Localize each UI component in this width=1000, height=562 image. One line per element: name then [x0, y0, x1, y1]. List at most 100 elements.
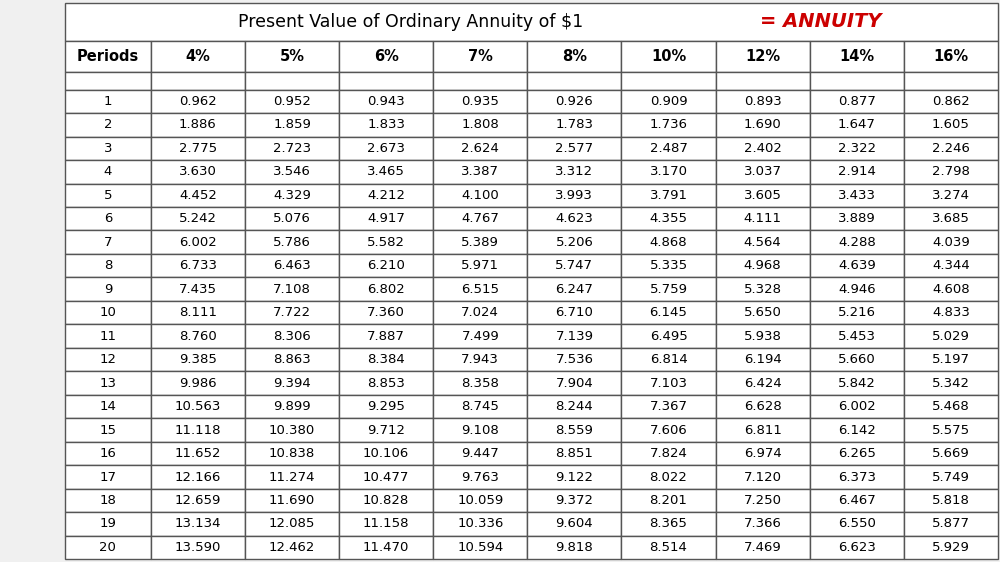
Text: 7.499: 7.499: [461, 330, 499, 343]
Text: 3.546: 3.546: [273, 165, 311, 178]
Bar: [810, 465, 904, 489]
Text: 5.242: 5.242: [179, 212, 217, 225]
Bar: [65, 371, 151, 395]
Bar: [65, 40, 151, 72]
Bar: [527, 72, 621, 89]
Text: 10.336: 10.336: [457, 518, 503, 531]
Text: 9.394: 9.394: [273, 377, 311, 389]
Bar: [716, 160, 810, 184]
Bar: [527, 278, 621, 301]
Text: 4.968: 4.968: [744, 259, 781, 272]
Bar: [245, 254, 339, 278]
Text: 0.962: 0.962: [179, 95, 217, 108]
Text: 10.477: 10.477: [363, 470, 409, 483]
Bar: [527, 113, 621, 137]
Bar: [433, 536, 527, 559]
Text: 6.424: 6.424: [744, 377, 782, 389]
Bar: [245, 301, 339, 324]
Text: 3.312: 3.312: [555, 165, 593, 178]
Text: 3.387: 3.387: [461, 165, 499, 178]
Bar: [810, 278, 904, 301]
Bar: [151, 465, 245, 489]
Bar: [527, 89, 621, 113]
Bar: [810, 536, 904, 559]
Bar: [716, 184, 810, 207]
Bar: [904, 465, 998, 489]
Text: 2: 2: [104, 119, 112, 132]
Text: 5.468: 5.468: [932, 400, 970, 413]
Text: 7.366: 7.366: [744, 518, 782, 531]
Bar: [245, 89, 339, 113]
Bar: [716, 254, 810, 278]
Bar: [339, 442, 433, 465]
Text: 7.536: 7.536: [555, 353, 593, 366]
Bar: [433, 324, 527, 348]
Text: 3.037: 3.037: [744, 165, 782, 178]
Text: 0.909: 0.909: [650, 95, 687, 108]
Bar: [621, 72, 716, 89]
Text: 19: 19: [99, 518, 116, 531]
Bar: [621, 278, 716, 301]
Text: 3.993: 3.993: [555, 189, 593, 202]
Bar: [339, 72, 433, 89]
Bar: [65, 254, 151, 278]
Bar: [151, 254, 245, 278]
Bar: [810, 160, 904, 184]
Text: 6.811: 6.811: [744, 424, 782, 437]
Bar: [151, 184, 245, 207]
Text: 5.197: 5.197: [932, 353, 970, 366]
Bar: [621, 113, 716, 137]
Text: 6.002: 6.002: [179, 235, 217, 249]
Bar: [904, 89, 998, 113]
Bar: [810, 301, 904, 324]
Bar: [151, 489, 245, 512]
Bar: [621, 254, 716, 278]
Text: 11.274: 11.274: [269, 470, 315, 483]
Text: 8.514: 8.514: [650, 541, 687, 554]
Bar: [433, 348, 527, 371]
Text: 5.206: 5.206: [555, 235, 593, 249]
Bar: [810, 184, 904, 207]
Text: 7.469: 7.469: [744, 541, 782, 554]
Text: 4.100: 4.100: [461, 189, 499, 202]
Text: 6.628: 6.628: [744, 400, 782, 413]
Bar: [151, 301, 245, 324]
Text: 9.604: 9.604: [556, 518, 593, 531]
Text: 13.590: 13.590: [175, 541, 221, 554]
Bar: [245, 324, 339, 348]
Bar: [810, 395, 904, 418]
Text: 2.487: 2.487: [650, 142, 687, 155]
Text: 4.111: 4.111: [744, 212, 782, 225]
Text: 3: 3: [104, 142, 112, 155]
Text: 8.201: 8.201: [650, 494, 687, 507]
Text: 6.467: 6.467: [838, 494, 876, 507]
Bar: [65, 89, 151, 113]
Text: 4.623: 4.623: [555, 212, 593, 225]
Bar: [245, 137, 339, 160]
Bar: [151, 324, 245, 348]
Text: Periods: Periods: [77, 49, 139, 64]
Text: 2.723: 2.723: [273, 142, 311, 155]
Bar: [810, 512, 904, 536]
Bar: [716, 489, 810, 512]
Text: 2.673: 2.673: [367, 142, 405, 155]
Bar: [245, 113, 339, 137]
Text: 5.076: 5.076: [273, 212, 311, 225]
Bar: [904, 254, 998, 278]
Bar: [716, 301, 810, 324]
Bar: [151, 418, 245, 442]
Bar: [621, 512, 716, 536]
Bar: [527, 137, 621, 160]
Bar: [810, 89, 904, 113]
Text: 1.647: 1.647: [838, 119, 876, 132]
Bar: [810, 324, 904, 348]
Bar: [151, 72, 245, 89]
Bar: [245, 442, 339, 465]
Bar: [433, 207, 527, 230]
Bar: [245, 536, 339, 559]
Bar: [433, 254, 527, 278]
Text: 7.103: 7.103: [650, 377, 688, 389]
Bar: [433, 442, 527, 465]
Bar: [151, 348, 245, 371]
Bar: [151, 137, 245, 160]
